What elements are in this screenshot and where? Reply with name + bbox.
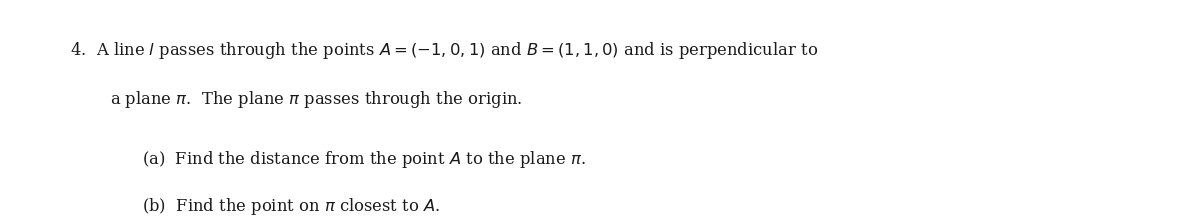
- Text: a plane $\pi$.  The plane $\pi$ passes through the origin.: a plane $\pi$. The plane $\pi$ passes th…: [110, 89, 523, 110]
- Text: (b)  Find the point on $\pi$ closest to $A$.: (b) Find the point on $\pi$ closest to $…: [142, 196, 439, 217]
- Text: (a)  Find the distance from the point $A$ to the plane $\pi$.: (a) Find the distance from the point $A$…: [142, 149, 586, 170]
- Text: 4.  A line $l$ passes through the points $A = (-1, 0, 1)$ and $B = (1, 1, 0)$ an: 4. A line $l$ passes through the points …: [70, 40, 817, 61]
